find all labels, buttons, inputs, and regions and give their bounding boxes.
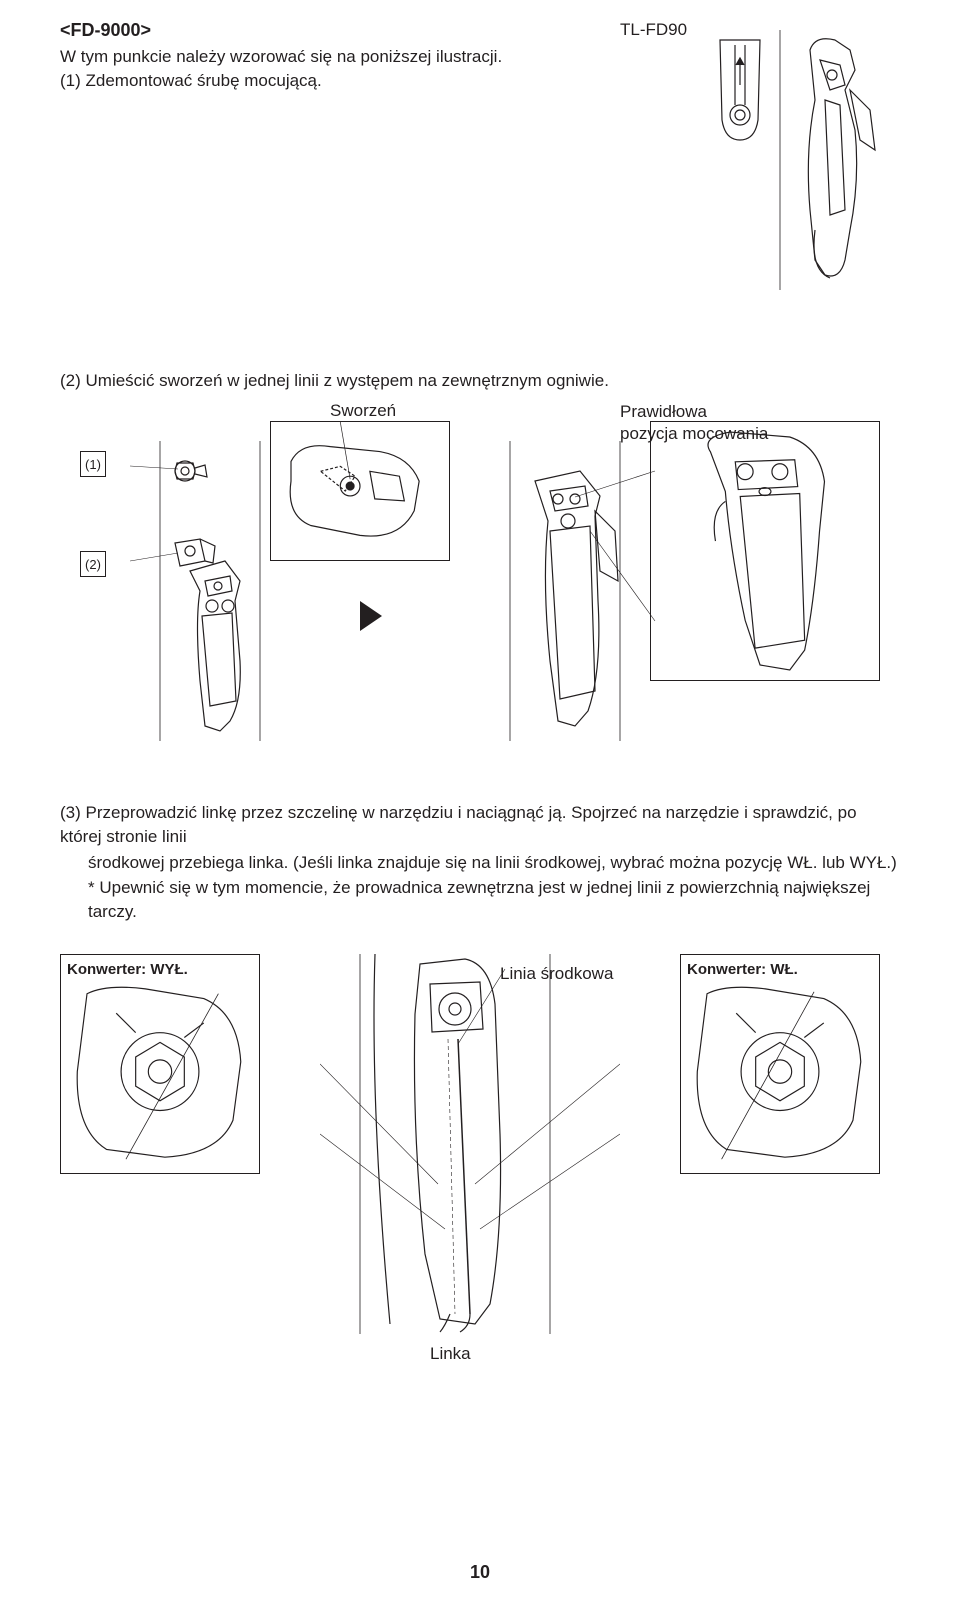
tool-label: TL-FD90 bbox=[620, 20, 687, 40]
label-prawidlowa-line1: Prawidłowa bbox=[620, 402, 707, 421]
page-number: 10 bbox=[0, 1562, 960, 1583]
figure-konwerter-wl bbox=[687, 984, 873, 1164]
step-3-line1: (3) Przeprowadzić linkę przez szczelinę … bbox=[60, 801, 900, 849]
label-konwerter-wl: Konwerter: WŁ. bbox=[687, 961, 873, 978]
figure-row-step3: Konwerter: WYŁ. Linia środkowa bbox=[60, 954, 900, 1374]
label-linka: Linka bbox=[430, 1344, 471, 1364]
figure-3-center bbox=[320, 954, 620, 1334]
frame-konwerter-wl: Konwerter: WŁ. bbox=[680, 954, 880, 1174]
step-3-line3: * Upewnić się w tym momencie, że prowadn… bbox=[60, 876, 900, 924]
figure-2b-frame bbox=[270, 421, 450, 561]
step-2-text: (2) Umieścić sworzeń w jednej linii z wy… bbox=[60, 371, 900, 391]
figure-2d bbox=[651, 422, 879, 680]
figure-2c bbox=[480, 441, 660, 741]
figure-tool-derailleur bbox=[700, 30, 910, 290]
step-3-line2: środkowej przebiega linka. (Jeśli linka … bbox=[60, 851, 900, 875]
label-konwerter-wyl: Konwerter: WYŁ. bbox=[67, 961, 253, 978]
callout-1: (1) bbox=[80, 451, 106, 477]
frame-konwerter-wyl: Konwerter: WYŁ. bbox=[60, 954, 260, 1174]
arrow-right-icon bbox=[360, 601, 382, 631]
figure-row-step2: Sworzeń Prawidłowa pozycja mocowania (1)… bbox=[60, 401, 900, 781]
label-sworzen: Sworzeń bbox=[330, 401, 396, 421]
callout-2: (2) bbox=[80, 551, 106, 577]
figure-2d-frame bbox=[650, 421, 880, 681]
figure-konwerter-wyl bbox=[67, 984, 253, 1164]
figure-2b bbox=[271, 422, 449, 560]
